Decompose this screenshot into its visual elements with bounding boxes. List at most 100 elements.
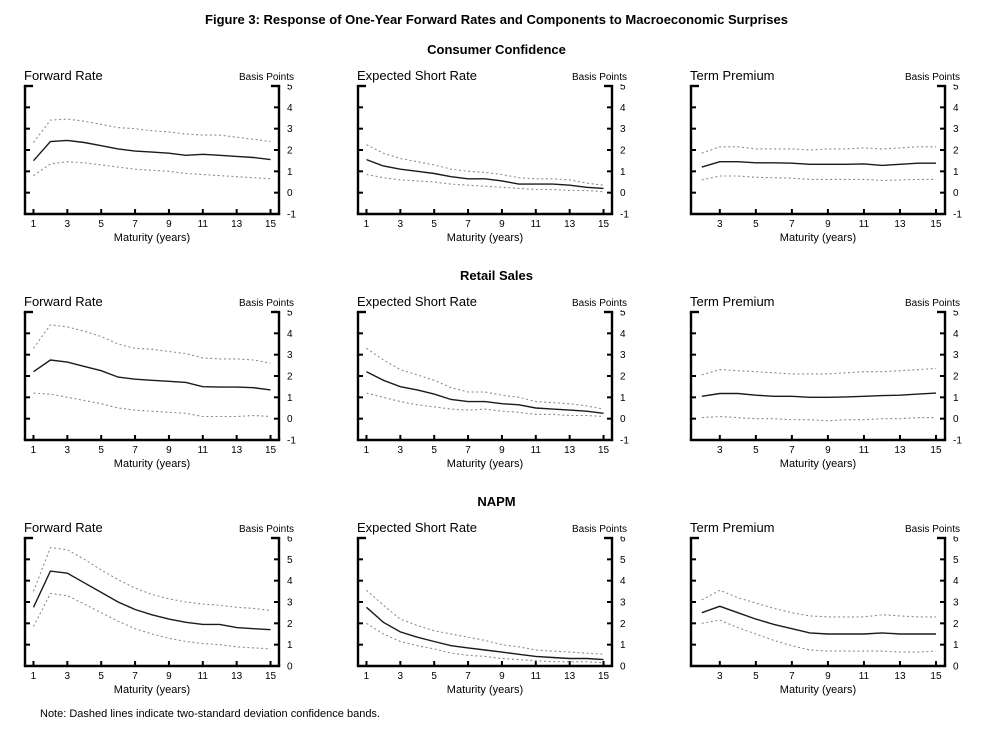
x-tick-label: 3 [717,445,723,456]
y-tick-label: 1 [620,640,626,651]
x-tick-label: 15 [265,219,277,230]
x-tick-label: 5 [98,445,104,456]
chart-panel-retail-sales-forward-rate: Forward Rate Basis Points -1 0 1 2 3 4 5 1 3 5 7 9 11 1… [22,287,322,470]
x-axis-caption: Maturity (years) [779,232,857,244]
y-tick-label: 2 [287,619,293,630]
y-tick-label: 3 [287,124,293,135]
x-tick-label: 1 [364,445,370,456]
x-tick-label: 7 [465,219,471,230]
series-upper-2-sd-band [32,547,271,612]
y-tick-label: 3 [620,124,626,135]
y-tick-label: 0 [287,188,293,199]
x-tick-label: 11 [859,219,870,230]
series-upper-2-sd-band [701,146,936,154]
x-tick-label: 5 [431,219,437,230]
panel-header: Forward Rate Basis Points [22,61,322,84]
series-response [366,371,604,414]
y-tick-label: 6 [287,536,293,545]
y-tick-label: 5 [620,555,626,566]
x-axis-caption: Maturity (years) [113,232,191,244]
unit-label: Basis Points [904,72,960,83]
y-tick-label: 1 [287,393,293,404]
series-lower-2-sd-band [33,592,271,650]
panel-title: Forward Rate [24,294,103,309]
series-response [33,359,271,391]
chart-panel-napm-forward-rate: Forward Rate Basis Points 0 1 2 3 4 5 6 1 3 5 7 9 11 13… [22,513,322,696]
x-tick-label: 1 [31,219,37,230]
x-tick-label: 7 [789,671,795,682]
x-tick-label: 15 [930,445,942,456]
x-tick-label: 15 [598,219,610,230]
series-lower-2-sd-band [33,161,271,180]
panel-header: Expected Short Rate Basis Points [355,287,655,310]
y-tick-label: 5 [287,555,293,566]
series-lower-2-sd-band [366,392,604,418]
x-tick-label: 3 [398,219,404,230]
x-tick-label: 9 [166,671,172,682]
series-lower-2-sd-band [701,415,936,422]
x-tick-label: 13 [564,219,576,230]
chart-row-panels: Forward Rate Basis Points 0 1 2 3 4 5 6 1 3 5 7 9 11 13… [0,513,993,696]
x-tick-label: 13 [894,445,906,456]
series-response [32,139,271,162]
x-axis-caption: Maturity (years) [779,684,857,696]
x-tick-label: 7 [132,671,138,682]
y-tick-label: 3 [620,350,626,361]
y-tick-label: 4 [620,576,626,587]
x-tick-label: 9 [166,219,172,230]
x-axis-caption: Maturity (years) [113,458,191,470]
y-tick-label: 2 [620,146,626,157]
x-axis-caption: Maturity (years) [113,684,191,696]
unit-label: Basis Points [238,524,294,535]
y-tick-label: 0 [953,414,959,425]
x-tick-label: 13 [564,671,576,682]
x-tick-label: 9 [825,219,831,230]
x-tick-label: 5 [431,445,437,456]
x-tick-label: 13 [231,671,243,682]
series-upper-2-sd-band [33,118,271,143]
x-tick-label: 9 [499,445,505,456]
chart-grid: Consumer Confidence Forward Rate Basis Poi… [0,42,993,696]
x-tick-label: 1 [364,219,370,230]
x-tick-label: 1 [31,671,37,682]
series-response [366,606,604,661]
x-tick-label: 3 [65,219,71,230]
y-tick-label: 4 [287,103,293,114]
x-tick-label: 7 [132,445,138,456]
x-tick-label: 5 [753,445,759,456]
panel-header: Forward Rate Basis Points [22,513,322,536]
x-tick-label: 11 [859,671,870,682]
x-tick-label: 1 [364,671,370,682]
series-response [701,392,937,399]
y-tick-label: 1 [287,640,293,651]
x-tick-label: 5 [98,219,104,230]
series-lower-2-sd-band [33,392,271,418]
y-tick-label: 6 [953,536,959,545]
y-tick-label: -1 [287,210,296,221]
y-tick-label: 2 [953,146,959,157]
y-tick-label: 5 [287,310,293,319]
unit-label: Basis Points [904,524,960,535]
unit-label: Basis Points [904,298,960,309]
chart-canvas: -1 0 1 2 3 4 5 3 5 7 9 11 13 15 [689,310,962,456]
chart-row-napm: NAPM Forward Rate Basis Points 0 1 2 3 4 5 6 1 3 5 7 9… [0,494,993,696]
y-tick-label: 4 [620,329,626,340]
y-tick-label: 0 [287,414,293,425]
series-upper-2-sd-band [701,367,937,376]
y-tick-label: 4 [953,576,959,587]
figure-title: Figure 3: Response of One-Year Forward R… [205,12,788,27]
row-title-retail-sales: Retail Sales [460,268,533,283]
series-response [701,160,936,168]
panel-header: Term Premium Basis Points [688,513,988,536]
y-tick-label: 0 [287,662,293,673]
x-tick-label: 5 [98,671,104,682]
x-tick-label: 13 [894,671,906,682]
panel-header: Expected Short Rate Basis Points [355,61,655,84]
y-tick-label: 5 [287,84,293,93]
x-tick-label: 5 [431,671,437,682]
x-tick-label: 11 [531,219,542,230]
x-axis-caption: Maturity (years) [446,458,524,470]
y-tick-label: 0 [953,188,959,199]
